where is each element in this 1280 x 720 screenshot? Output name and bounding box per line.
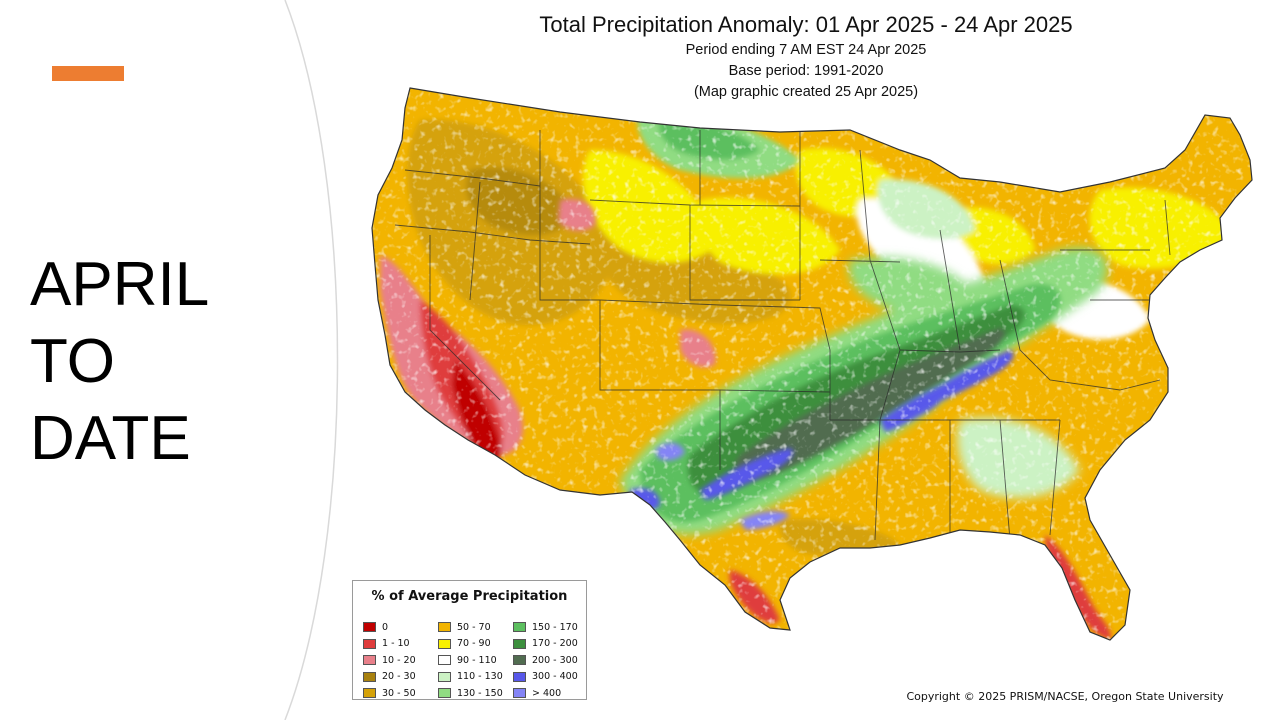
legend-swatch: [438, 688, 451, 699]
legend-swatch: [363, 655, 376, 666]
legend-item: 0: [363, 619, 433, 636]
legend-item: 90 - 110: [438, 652, 508, 669]
copyright-notice: Copyright © 2025 PRISM/NACSE, Oregon Sta…: [906, 690, 1224, 703]
legend-swatch: [513, 655, 526, 666]
legend-label: 90 - 110: [457, 654, 497, 666]
legend-item: 50 - 70: [438, 619, 508, 636]
legend-column: 50 - 70 70 - 90 90 - 110 110 - 130 130 - 150: [438, 619, 508, 702]
legend-label: 30 - 50: [382, 687, 416, 699]
legend-swatch: [363, 638, 376, 649]
legend-label: 300 - 400: [532, 671, 578, 683]
accent-bar: [52, 66, 124, 81]
map-subtitle-period: Period ending 7 AM EST 24 Apr 2025: [685, 42, 927, 58]
legend-item: 30 - 50: [363, 685, 433, 702]
legend-label: 50 - 70: [457, 621, 491, 633]
legend-label: 20 - 30: [382, 671, 416, 683]
legend-swatch: [363, 622, 376, 633]
legend-label: 1 - 10: [382, 638, 410, 650]
slide-title: APRIL TO DATE: [30, 246, 290, 477]
legend-label: 150 - 170: [532, 621, 578, 633]
state-borders: [394, 130, 1171, 545]
legend-item: 110 - 130: [438, 669, 508, 686]
map-subtitle-created: (Map graphic created 25 Apr 2025): [693, 84, 919, 100]
legend-label: 0: [382, 621, 389, 633]
legend-label: > 400: [532, 687, 562, 699]
legend-item: 170 - 200: [513, 636, 583, 653]
precipitation-map: [371, 87, 1253, 641]
legend-label: 10 - 20: [382, 654, 416, 666]
legend-title: % of Average Precipitation: [371, 589, 568, 604]
legend-column: 150 - 170 170 - 200 200 - 300 300 - 400 > 40…: [513, 619, 583, 702]
slide-title-line: DATE: [30, 404, 191, 473]
legend-swatch: [363, 671, 376, 682]
legend-item: 130 - 150: [438, 685, 508, 702]
legend-item: 10 - 20: [363, 652, 433, 669]
slide-title-panel: APRIL TO DATE: [0, 0, 360, 720]
legend-swatch: [513, 638, 526, 649]
map-speckle-texture: [372, 88, 1252, 640]
legend-label: 170 - 200: [532, 638, 578, 650]
legend-swatch: [513, 622, 526, 633]
legend-item: 70 - 90: [438, 636, 508, 653]
legend-swatch: [438, 638, 451, 649]
legend-item: 20 - 30: [363, 669, 433, 686]
legend-swatch: [363, 688, 376, 699]
legend-label: 200 - 300: [532, 654, 578, 666]
legend-item: 200 - 300: [513, 652, 583, 669]
legend-swatch: [513, 671, 526, 682]
legend-swatch: [438, 671, 451, 682]
panel-curve: [284, 0, 339, 720]
slide-title-line: APRIL: [30, 250, 210, 319]
legend-item: 300 - 400: [513, 669, 583, 686]
legend-swatch: [438, 622, 451, 633]
legend-column: 0 1 - 10 10 - 20 20 - 30 30 - 50: [363, 619, 433, 702]
map-legend: % of Average Precipitation 0 1 - 10 10 - 2…: [352, 580, 587, 700]
legend-label: 70 - 90: [457, 638, 491, 650]
map-header: Total Precipitation Anomaly: 01 Apr 2025…: [430, 10, 1182, 103]
map-title: Total Precipitation Anomaly: 01 Apr 2025…: [539, 12, 1073, 37]
legend-item: 150 - 170: [513, 619, 583, 636]
legend-label: 130 - 150: [457, 687, 503, 699]
legend-swatch: [513, 688, 526, 699]
legend-swatch: [438, 655, 451, 666]
legend-label: 110 - 130: [457, 671, 503, 683]
legend-item: > 400: [513, 685, 583, 702]
legend-item: 1 - 10: [363, 636, 433, 653]
map-subtitle-base: Base period: 1991-2020: [728, 63, 884, 79]
slide-title-line: TO: [30, 327, 115, 396]
